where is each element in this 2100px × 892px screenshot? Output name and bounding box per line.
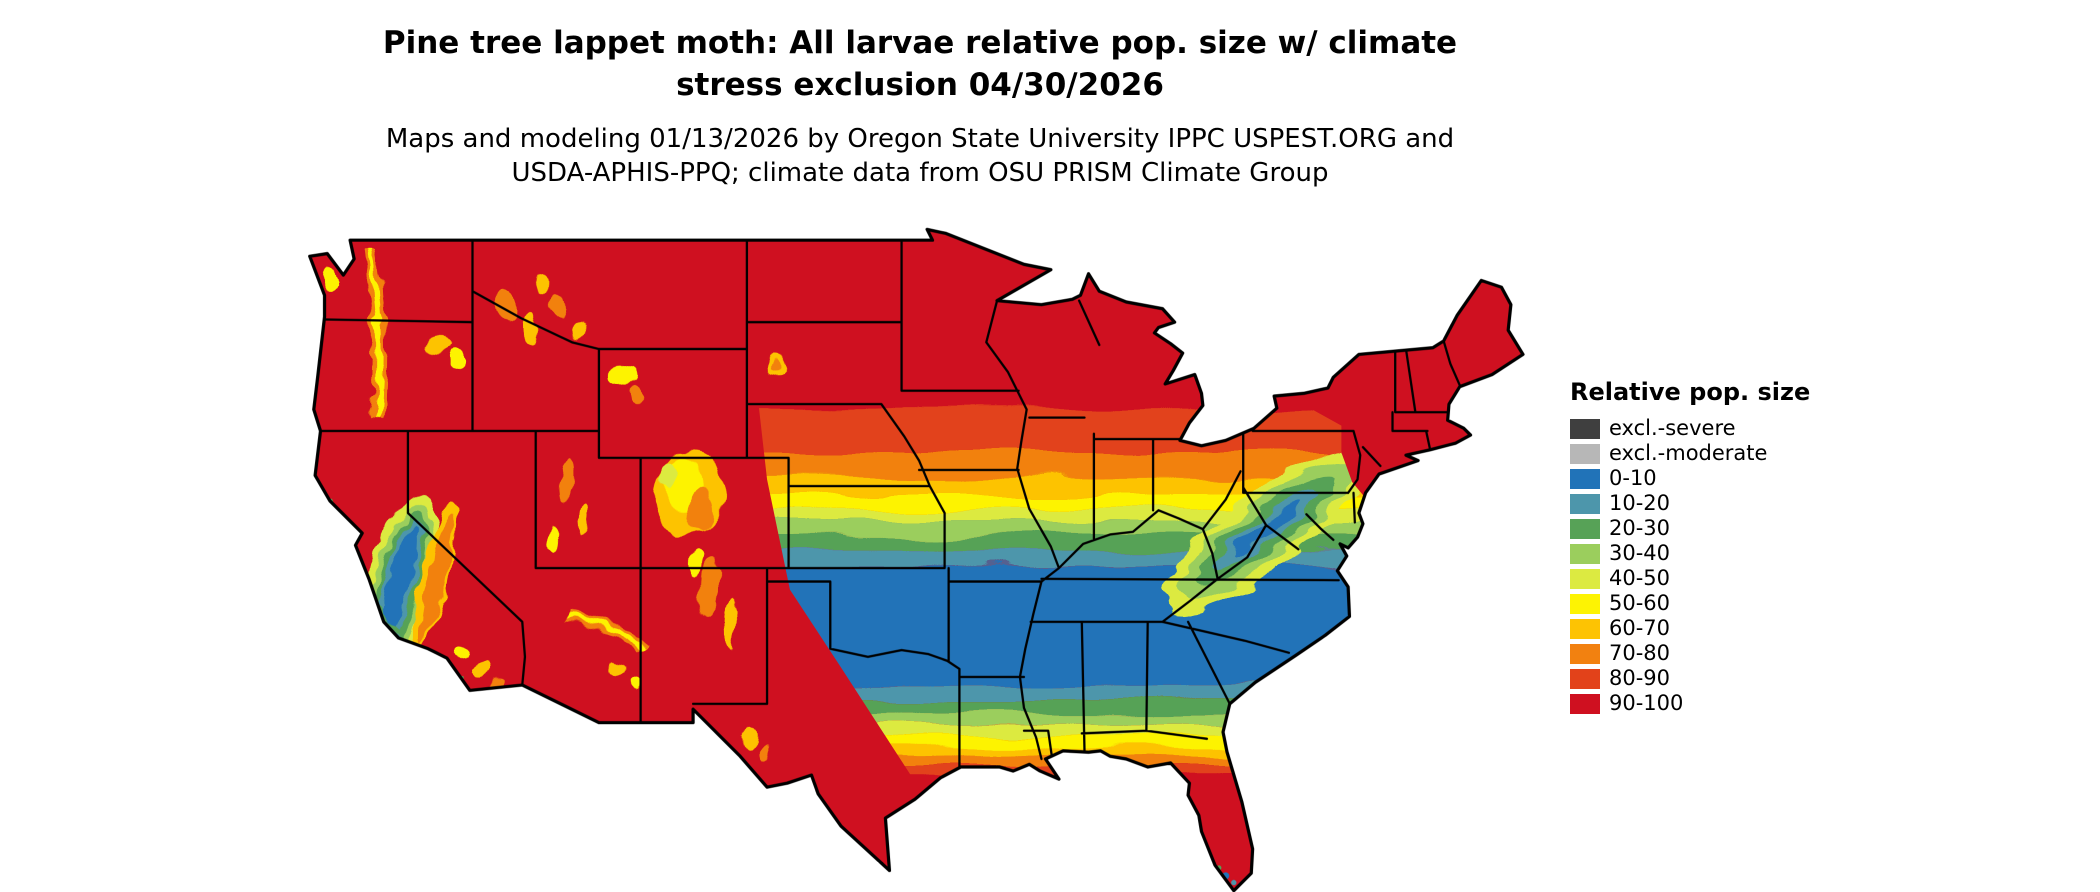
legend-item: 0-10 (1570, 466, 1870, 491)
legend-item: excl.-severe (1570, 416, 1870, 441)
legend-swatch (1570, 518, 1600, 539)
legend-item-label: 80-90 (1609, 666, 1671, 690)
legend-swatch (1570, 493, 1600, 514)
us-outline (308, 227, 1525, 892)
legend-swatch (1570, 468, 1600, 489)
legend-title: Relative pop. size (1570, 378, 1811, 406)
legend-item-label: 20-30 (1609, 516, 1671, 540)
legend-swatch (1570, 618, 1600, 639)
legend-item: 70-80 (1570, 641, 1870, 666)
legend-item-label: 50-60 (1609, 591, 1671, 615)
legend-item: excl.-moderate (1570, 441, 1870, 466)
legend-item: 40-50 (1570, 566, 1870, 591)
legend-item-label: 10-20 (1609, 491, 1671, 515)
legend-item: 50-60 (1570, 591, 1870, 616)
subtitle-line-1: Maps and modeling 01/13/2026 by Oregon S… (385, 124, 1455, 154)
legend-swatch (1570, 668, 1600, 689)
title-line-2: stress exclusion 04/30/2026 (676, 67, 1164, 103)
legend-item-label: 30-40 (1609, 541, 1671, 565)
page-subtitle: Maps and modeling 01/13/2026 by Oregon S… (250, 122, 1590, 190)
legend-items: excl.-severe excl.-moderate 0-10 10-20 20-30… (1570, 416, 1870, 716)
legend-swatch (1570, 568, 1600, 589)
page-title: Pine tree lappet moth: All larvae relati… (250, 22, 1590, 106)
legend-swatch (1570, 593, 1600, 614)
legend-item-label: 60-70 (1609, 616, 1671, 640)
state-borders (319, 238, 1461, 769)
legend-item-label: excl.-severe (1609, 416, 1736, 440)
title-line-1: Pine tree lappet moth: All larvae relati… (382, 25, 1458, 61)
map-legend: Relative pop. size excl.-severe excl.-mod… (1570, 378, 1870, 716)
us-map-svg (308, 227, 1525, 892)
legend-swatch (1570, 443, 1600, 464)
legend-item-label: excl.-moderate (1609, 441, 1768, 465)
legend-item-label: 0-10 (1609, 466, 1657, 490)
legend-swatch (1570, 643, 1600, 664)
subtitle-line-2: USDA-APHIS-PPQ; climate data from OSU PR… (511, 158, 1329, 188)
legend-item-label: 40-50 (1609, 566, 1671, 590)
legend-item: 30-40 (1570, 541, 1870, 566)
legend-swatch (1570, 693, 1600, 714)
legend-item: 20-30 (1570, 516, 1870, 541)
legend-item: 90-100 (1570, 691, 1870, 716)
legend-item: 60-70 (1570, 616, 1870, 641)
legend-item: 10-20 (1570, 491, 1870, 516)
legend-item: 80-90 (1570, 666, 1870, 691)
us-choropleth-map (303, 224, 1527, 892)
appalachian-ridge-band (1164, 448, 1365, 613)
legend-swatch (1570, 543, 1600, 564)
legend-swatch (1570, 418, 1600, 439)
legend-item-label: 70-80 (1609, 641, 1671, 665)
legend-item-label: 90-100 (1609, 691, 1684, 715)
